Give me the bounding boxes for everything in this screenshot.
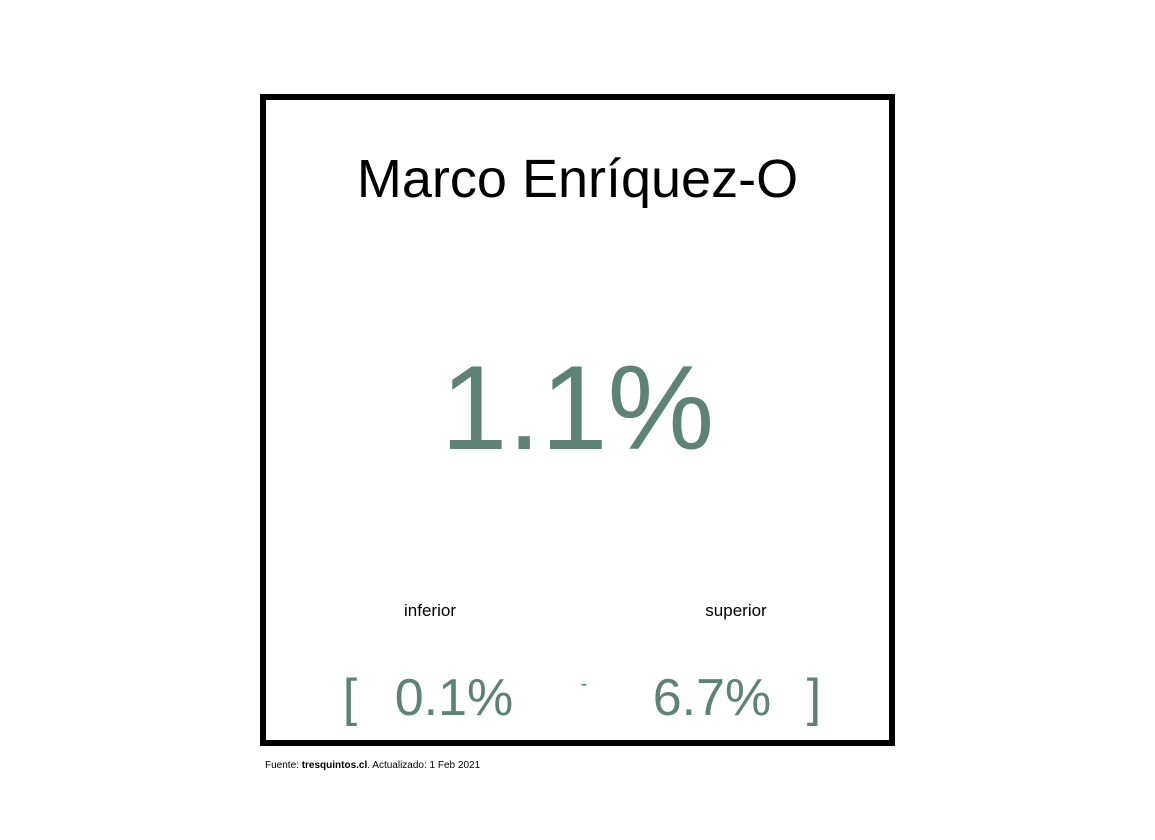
upper-bound-value: 6.7%	[652, 669, 772, 727]
estimate-card: Marco Enríquez-O 1.1% inferior superior …	[260, 94, 895, 746]
bracket-close: ]	[806, 669, 822, 727]
source-name: tresquintos.cl	[301, 760, 368, 771]
lower-bound-label: inferior	[404, 601, 456, 620]
lower-bound-value: 0.1%	[394, 669, 514, 727]
main-estimate-value: 1.1%	[440, 341, 715, 475]
source-footer: Fuente: tresquintos.cl. Actualizado: 1 F…	[265, 760, 480, 771]
candidate-name: Marco Enríquez-O	[356, 149, 799, 209]
upper-bound-label: superior	[705, 601, 767, 620]
source-label: Fuente:	[265, 760, 302, 771]
bracket-open: [	[342, 669, 358, 727]
updated-text: . Actualizado: 1 Feb 2021	[367, 760, 481, 771]
range-dash: -	[580, 673, 588, 695]
